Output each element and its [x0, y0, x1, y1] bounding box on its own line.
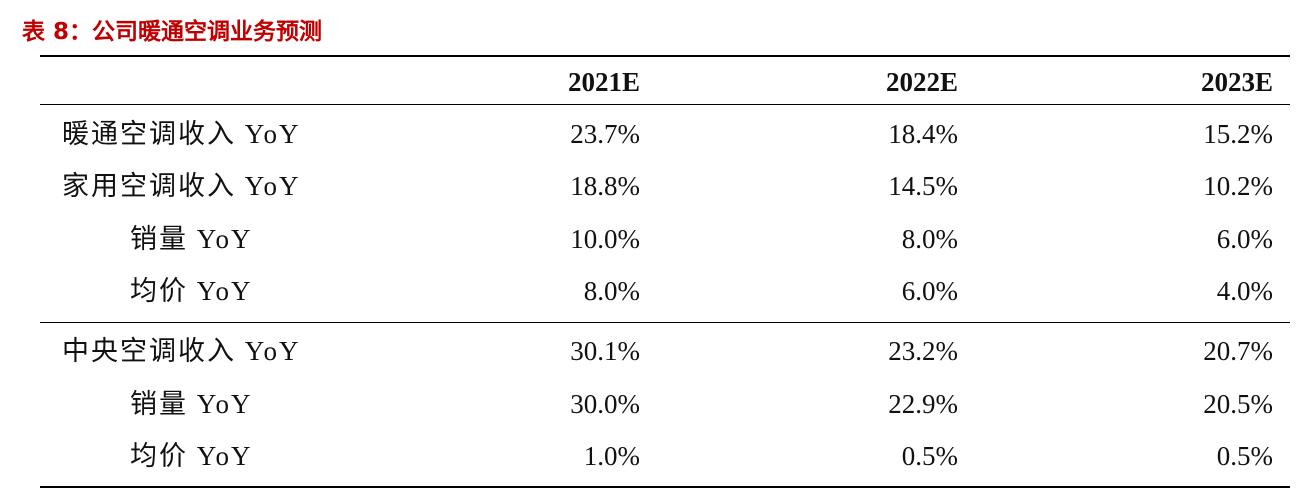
cell: 20.5% — [1203, 388, 1273, 419]
cell: 18.4% — [888, 119, 958, 149]
cell: 8.0% — [583, 275, 640, 306]
column-header: 2021E — [567, 67, 640, 97]
table-title: 表 8：公司暖通空调业务预测 — [22, 19, 323, 45]
rule — [40, 55, 1290, 57]
cell: 18.8% — [570, 171, 640, 202]
cell: 6.0% — [1216, 223, 1273, 254]
cell: 4.0% — [1216, 275, 1273, 306]
row-label: 家用空调收入 YoY — [62, 171, 301, 202]
cell: 14.5% — [888, 171, 958, 202]
column-header: 2023E — [1200, 67, 1273, 97]
column-header: 2022E — [885, 67, 958, 97]
row-label: 中央空调收入 YoY — [62, 336, 301, 367]
cell: 0.5% — [1216, 440, 1273, 471]
row-label: 销量 YoY — [130, 388, 253, 419]
cell: 0.5% — [901, 440, 958, 471]
cell: 22.9% — [888, 388, 958, 419]
cell: 20.7% — [1203, 336, 1273, 367]
rule — [40, 104, 1290, 105]
cell: 6.0% — [901, 275, 958, 306]
cell: 23.7% — [570, 119, 640, 149]
row-label: 均价 YoY — [130, 275, 253, 306]
cell: 10.2% — [1203, 171, 1273, 202]
cell: 10.0% — [570, 223, 640, 254]
cell: 30.0% — [570, 388, 640, 419]
row-label: 均价 YoY — [130, 440, 253, 471]
row-label: 销量 YoY — [130, 223, 253, 254]
cell: 23.2% — [888, 336, 958, 367]
cell: 15.2% — [1203, 119, 1273, 149]
cell: 8.0% — [901, 223, 958, 254]
rule — [40, 322, 1290, 324]
cell: 30.1% — [570, 336, 640, 367]
cell: 1.0% — [583, 440, 640, 471]
row-label: 暖通空调收入 YoY — [62, 119, 301, 149]
